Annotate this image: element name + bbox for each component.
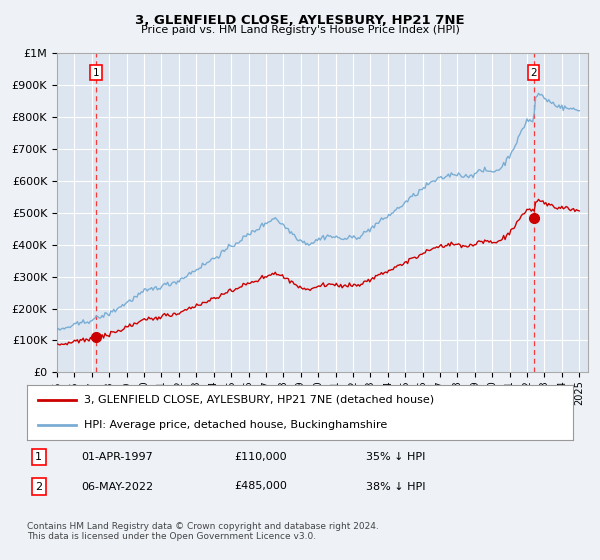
Text: 35% ↓ HPI: 35% ↓ HPI [365,452,425,462]
Text: £110,000: £110,000 [235,452,287,462]
Text: 2: 2 [530,68,537,78]
Text: 38% ↓ HPI: 38% ↓ HPI [365,482,425,492]
Text: HPI: Average price, detached house, Buckinghamshire: HPI: Average price, detached house, Buck… [85,420,388,430]
Text: £485,000: £485,000 [235,482,287,492]
Text: 3, GLENFIELD CLOSE, AYLESBURY, HP21 7NE: 3, GLENFIELD CLOSE, AYLESBURY, HP21 7NE [135,14,465,27]
Text: 1: 1 [93,68,100,78]
Text: Price paid vs. HM Land Registry's House Price Index (HPI): Price paid vs. HM Land Registry's House … [140,25,460,35]
Text: 06-MAY-2022: 06-MAY-2022 [82,482,154,492]
Text: 01-APR-1997: 01-APR-1997 [82,452,154,462]
Text: Contains HM Land Registry data © Crown copyright and database right 2024.
This d: Contains HM Land Registry data © Crown c… [27,522,379,542]
Text: 2: 2 [35,482,43,492]
Text: 1: 1 [35,452,42,462]
Text: 3, GLENFIELD CLOSE, AYLESBURY, HP21 7NE (detached house): 3, GLENFIELD CLOSE, AYLESBURY, HP21 7NE … [85,395,434,404]
